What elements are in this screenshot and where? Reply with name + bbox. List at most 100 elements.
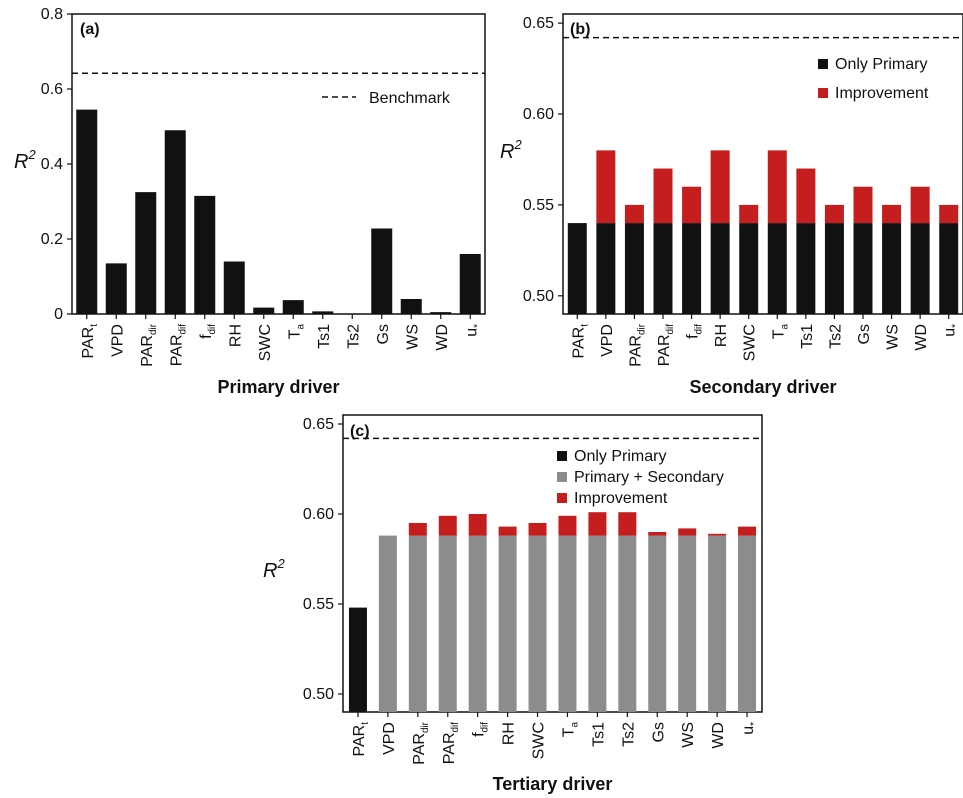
x-tick-label: WS <box>885 324 902 350</box>
bar-primary-secondary-3 <box>438 535 457 712</box>
bar-improvement-2 <box>624 204 644 224</box>
x-tick-label: SWC <box>742 324 759 361</box>
x-tick-label: u* <box>463 324 483 337</box>
y-tick-label: 0.4 <box>41 156 63 173</box>
bar-improvement-11 <box>678 528 697 536</box>
x-tick-label: WS <box>404 324 421 350</box>
bar-only-primary-5 <box>710 223 730 314</box>
x-tick-label: fdif <box>685 324 705 339</box>
bar-improvement-3 <box>653 168 673 224</box>
x-tick-label: PARdir <box>139 323 159 366</box>
y-axis-label: R2 <box>500 137 522 163</box>
x-tick-label: PARt <box>351 722 371 757</box>
x-tick-label: SWC <box>257 324 274 361</box>
y-tick-label: 0.60 <box>303 506 334 523</box>
bar-improvement-11 <box>882 204 902 224</box>
x-tick-label: PARt <box>570 324 590 359</box>
legend-benchmark-label: Benchmark <box>369 90 451 107</box>
bar-only-primary-1 <box>596 223 616 314</box>
legend-label-0: Only Primary <box>835 56 927 73</box>
bar-improvement-9 <box>824 204 844 224</box>
bar-only-primary-2 <box>624 223 644 314</box>
x-tick-label: WS <box>680 722 697 748</box>
x-tick-label: RH <box>501 722 518 745</box>
bar-primary-secondary-1 <box>378 535 397 712</box>
bar-10 <box>371 228 393 314</box>
bar-only-primary-6 <box>739 223 759 314</box>
bar-only-primary-9 <box>824 223 844 314</box>
bar-only-primary-0 <box>348 607 367 712</box>
bar-only-primary-11 <box>882 223 902 314</box>
x-tick-label: u* <box>740 722 760 735</box>
legend-label-1: Primary + Secondary <box>574 469 724 486</box>
bar-13 <box>459 254 481 314</box>
x-tick-label: PARdir <box>627 323 647 366</box>
legend-swatch-0 <box>818 59 828 69</box>
x-tick-label: PARt <box>80 324 100 359</box>
bar-improvement-13 <box>738 526 757 536</box>
panel-a: 0 0.2 0.4 0.6 0.8 PARt VPD PARdir PARdif fdif RH SW… <box>14 6 486 397</box>
bar-primary-secondary-7 <box>558 535 577 712</box>
legend-swatch-2 <box>557 493 567 503</box>
x-tick-label: VPD <box>109 324 126 357</box>
y-tick-label: 0.65 <box>303 416 334 433</box>
x-tick-label: Gs <box>375 324 392 344</box>
y-tick-label: 0 <box>54 306 63 323</box>
bar-only-primary-13 <box>939 223 959 314</box>
x-tick-label: fdif <box>471 722 491 737</box>
bar-improvement-3 <box>438 515 457 536</box>
bar-primary-secondary-12 <box>708 535 727 712</box>
x-tick-label: fdif <box>198 324 218 339</box>
x-tick-label: RH <box>227 324 244 347</box>
y-axis-label: R2 <box>263 556 285 582</box>
y-tick-label: 0.55 <box>523 197 554 214</box>
x-axis-label: Tertiary driver <box>493 774 613 794</box>
y-tick-label: 0.60 <box>523 106 554 123</box>
bar-improvement-6 <box>528 523 547 536</box>
bar-12 <box>430 312 452 314</box>
panel-b: 0.50 0.55 0.60 0.65 PARt VPD PARdir PARdif fdif R… <box>500 13 963 397</box>
x-tick-label: Ta <box>560 722 580 738</box>
bar-7 <box>282 300 304 314</box>
bar-only-primary-4 <box>682 223 702 314</box>
bar-primary-secondary-9 <box>618 535 637 712</box>
x-tick-label: Ta <box>286 324 306 340</box>
bar-primary-secondary-6 <box>528 535 547 712</box>
x-tick-label: Ts2 <box>827 324 844 349</box>
x-axis-label: Primary driver <box>217 377 339 397</box>
bar-only-primary-3 <box>653 223 673 314</box>
x-tick-label: PARdif <box>441 722 461 764</box>
bar-improvement-4 <box>468 514 487 536</box>
bar-2 <box>135 192 157 314</box>
bar-improvement-8 <box>796 168 816 224</box>
x-tick-label: Ts1 <box>590 722 607 747</box>
bar-1 <box>105 263 127 314</box>
bar-improvement-13 <box>939 204 959 224</box>
legend-swatch-1 <box>557 472 567 482</box>
x-tick-label: Ts2 <box>345 324 362 349</box>
x-tick-label: WD <box>434 324 451 351</box>
plot-frame <box>342 414 763 713</box>
bar-0 <box>76 109 98 314</box>
x-tick-label: VPD <box>599 324 616 357</box>
y-tick-label: 0.50 <box>303 686 334 703</box>
bar-improvement-10 <box>648 532 667 536</box>
bar-primary-secondary-11 <box>678 535 697 712</box>
x-tick-label: RH <box>713 324 730 347</box>
y-tick-label: 0.50 <box>523 288 554 305</box>
bar-11 <box>400 299 422 314</box>
bar-primary-secondary-5 <box>498 535 517 712</box>
x-tick-label: u* <box>942 324 962 337</box>
x-tick-label: WD <box>710 722 727 749</box>
bar-primary-secondary-13 <box>738 535 757 712</box>
bar-8 <box>312 311 334 314</box>
x-tick-label: SWC <box>531 722 548 759</box>
x-tick-label: Gs <box>650 722 667 742</box>
bar-6 <box>253 307 275 314</box>
bar-only-primary-7 <box>767 223 787 314</box>
bar-improvement-2 <box>408 523 427 536</box>
x-tick-label: Ts1 <box>316 324 333 349</box>
y-tick-label: 0.2 <box>41 231 63 248</box>
x-tick-label: VPD <box>381 722 398 755</box>
